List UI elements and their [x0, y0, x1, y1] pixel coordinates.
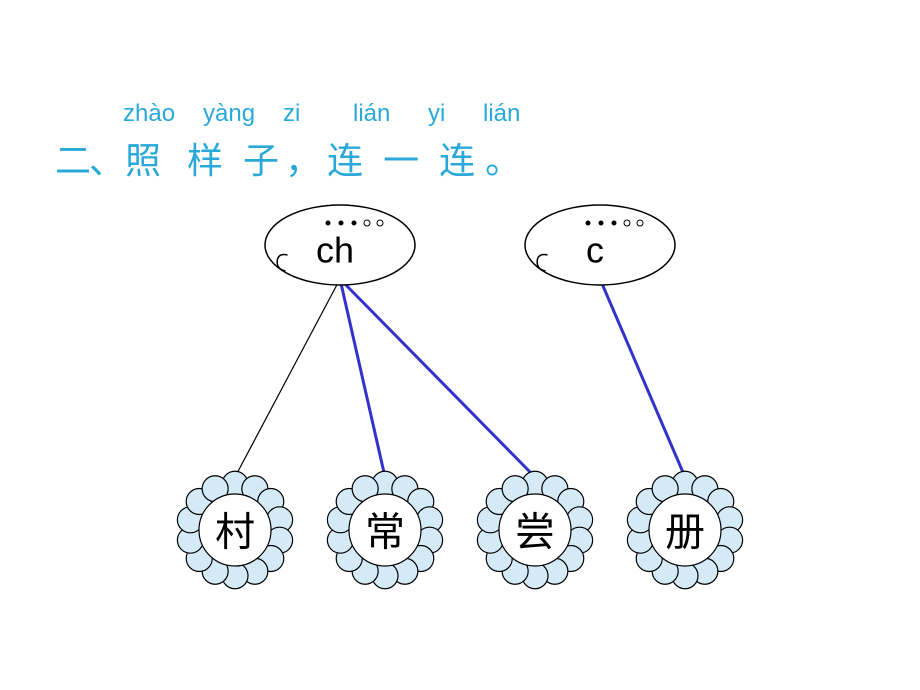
matching-diagram: ch c 村 常 尝 册 — [140, 190, 820, 610]
flower-f0: 村 — [177, 471, 292, 589]
connection-line — [340, 279, 535, 477]
hanzi-char: 子 — [243, 132, 279, 184]
hanzi-char: 连 — [439, 132, 475, 184]
pinyin-syllable: zhào — [123, 100, 203, 128]
flower-label: 尝 — [515, 510, 555, 555]
pinyin-syllable: yi — [428, 100, 483, 128]
flower-label: 册 — [665, 510, 705, 555]
flower-f2: 尝 — [477, 471, 592, 589]
hanzi-char: 照 — [125, 132, 161, 184]
hanzi-char: 样 — [187, 132, 223, 184]
flower-f1: 常 — [327, 471, 442, 589]
hanzi-char: ， — [285, 132, 321, 184]
oval-label: ch — [316, 230, 354, 271]
diagram-svg: ch c 村 常 尝 册 — [140, 190, 820, 610]
flower-f3: 册 — [627, 471, 742, 589]
connection-line — [340, 279, 385, 477]
pinyin-syllable: zi — [283, 100, 353, 128]
connection-line — [235, 279, 340, 477]
pinyin-row: zhào yàng zi lián yi lián — [123, 100, 543, 128]
connection-line — [600, 279, 685, 477]
pinyin-syllable: yàng — [203, 100, 283, 128]
flower-label: 村 — [215, 510, 255, 555]
hanzi-char: 。 — [485, 132, 521, 184]
hanzi-char: 连 — [327, 132, 363, 184]
oval-label: c — [586, 230, 604, 271]
pinyin-syllable: lián — [353, 100, 428, 128]
exercise-title: zhào yàng zi lián yi lián 二、 照 样 子 ， 连 一… — [55, 100, 543, 184]
pinyin-syllable: lián — [483, 100, 543, 128]
hanzi-prefix: 二、 — [55, 132, 123, 184]
letter-oval-c: c — [525, 205, 675, 285]
hanzi-row: 二、 照 样 子 ， 连 一 连 。 — [55, 132, 543, 184]
letter-oval-ch: ch — [265, 205, 415, 285]
flower-label: 常 — [365, 510, 405, 555]
hanzi-char: 一 — [383, 132, 419, 184]
